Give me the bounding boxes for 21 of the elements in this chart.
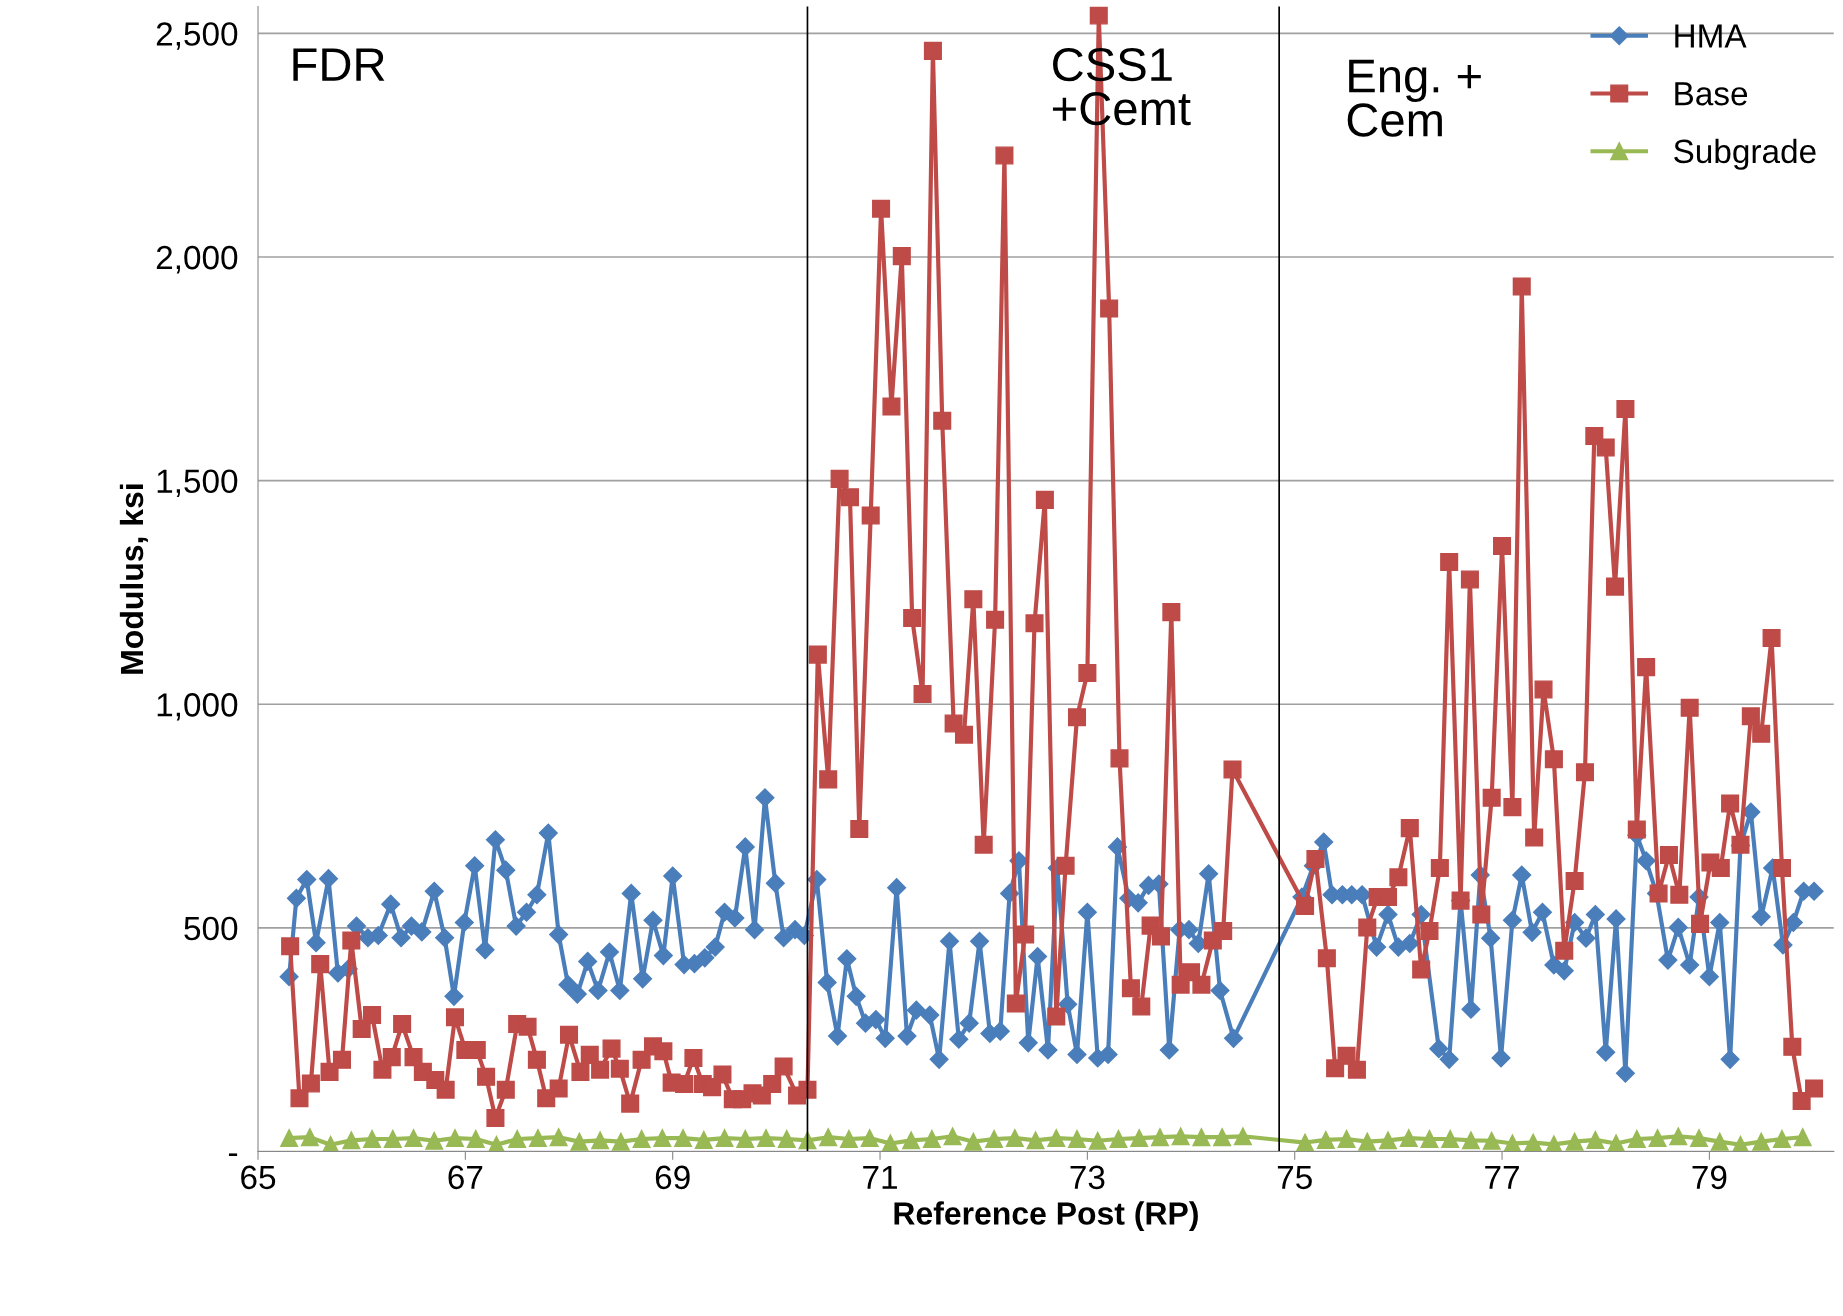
y-tick-label: 1,500 <box>157 469 238 497</box>
annotation: Eng. + Cem <box>1347 59 1481 137</box>
y-tick-label: 2,000 <box>156 245 238 274</box>
y-tick-label: 1,000 <box>157 693 238 721</box>
y-axis-title: Modulus, ksi <box>119 484 148 674</box>
legend-label: Base <box>1675 82 1748 106</box>
y-tick-label: - <box>228 1153 238 1157</box>
x-tick-label: 65 <box>241 1165 276 1190</box>
x-tick-label: 71 <box>863 1165 897 1189</box>
x-tick-label: 75 <box>1277 1165 1312 1190</box>
x-tick-label: 69 <box>655 1165 690 1190</box>
x-axis-title: Reference Post (RP) <box>894 1201 1198 1232</box>
y-tick-label: 2,500 <box>156 22 238 50</box>
legend-label: HMA <box>1675 24 1747 48</box>
annotation: FDR <box>293 48 385 81</box>
x-tick-label: 79 <box>1692 1165 1727 1190</box>
x-tick-label: 73 <box>1070 1165 1105 1190</box>
x-tick-label: 67 <box>448 1165 483 1190</box>
legend-label: Subgrade <box>1674 138 1816 170</box>
y-tick-label: 500 <box>184 916 238 941</box>
x-tick-label: 77 <box>1485 1165 1519 1189</box>
